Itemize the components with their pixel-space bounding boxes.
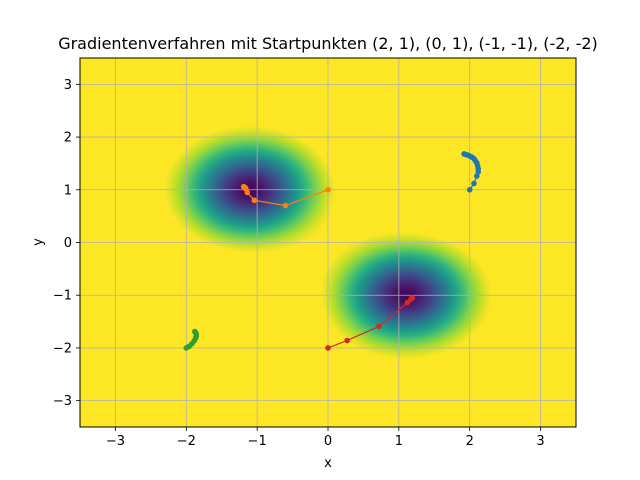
series-point	[466, 186, 473, 193]
y-tick-label: 2	[64, 131, 72, 146]
plot-area: −3 −2 −1 0 1 2 3 −3 −2 −1 0 1 2 3	[53, 57, 577, 449]
y-tick-label: −3	[53, 394, 72, 409]
series-2	[240, 183, 331, 209]
y-axis-label: y	[31, 238, 46, 246]
series-3	[183, 328, 200, 351]
y-tick-label: −2	[53, 341, 72, 356]
series-point	[461, 151, 467, 157]
series-point	[474, 173, 480, 179]
x-axis-label: x	[324, 456, 332, 471]
y-tick-label: 3	[64, 78, 72, 93]
series-point	[240, 183, 247, 190]
series-4	[325, 295, 416, 351]
y-tick-label: 1	[64, 183, 72, 198]
series-point	[282, 202, 289, 209]
series-point	[376, 323, 382, 330]
series-point	[409, 295, 416, 301]
series-point	[325, 186, 331, 193]
y-tick-label: 0	[64, 236, 72, 251]
x-tick-label: −2	[177, 434, 196, 449]
y-tick-label: −1	[53, 289, 72, 304]
data-series	[183, 151, 482, 351]
series-point	[344, 337, 350, 344]
x-tick-label: 0	[324, 434, 332, 449]
x-tick-label: −3	[106, 434, 125, 449]
x-tick-label: 2	[466, 434, 474, 449]
series-point	[251, 197, 258, 204]
x-tick-label: 1	[395, 434, 403, 449]
x-tick-label: 3	[536, 434, 544, 449]
axis-ticks: −3 −2 −1 0 1 2 3 −3 −2 −1 0 1 2 3	[53, 78, 545, 449]
series-point	[325, 345, 331, 351]
x-tick-label: −1	[248, 434, 267, 449]
series-1	[461, 151, 482, 193]
chart-title: Gradientenverfahren mit Startpunkten (2,…	[58, 34, 598, 53]
series-point	[471, 180, 477, 187]
series-point	[191, 328, 198, 335]
